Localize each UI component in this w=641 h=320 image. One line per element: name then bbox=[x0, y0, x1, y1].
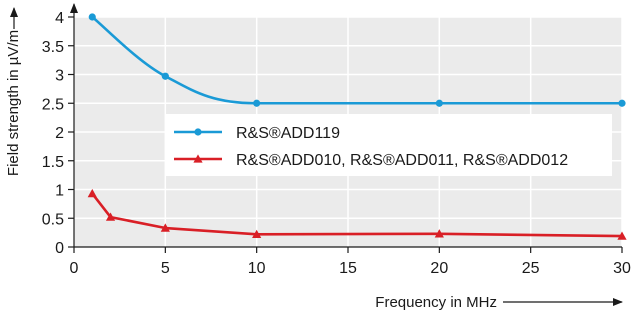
y-tick-label: 2.5 bbox=[42, 96, 64, 113]
y-tick-label: 3 bbox=[55, 68, 64, 85]
y-tick-label: 2 bbox=[55, 125, 64, 142]
data-point-series-2 bbox=[105, 212, 116, 221]
y-tick-label: 1.5 bbox=[42, 154, 64, 171]
x-tick-label: 25 bbox=[522, 260, 540, 277]
y-axis-label: Field strength in µV/m bbox=[5, 30, 22, 176]
y-tick-label: 0.5 bbox=[42, 211, 64, 228]
x-tick-label: 0 bbox=[70, 260, 79, 277]
data-point-series-2 bbox=[434, 229, 444, 238]
x-axis-label: Frequency in MHz bbox=[375, 294, 497, 311]
data-point-series-1 bbox=[253, 99, 261, 107]
x-tick-label: 30 bbox=[613, 260, 631, 277]
y-tick-label: 1 bbox=[55, 183, 64, 200]
series-line-1 bbox=[91, 15, 622, 105]
series-line-2 bbox=[91, 192, 623, 238]
legend: R&S®ADD119 R&S®ADD010, R&S®ADD011, R&S®AD… bbox=[166, 114, 612, 176]
data-point-series-2 bbox=[87, 188, 97, 198]
data-point-series-1 bbox=[435, 99, 443, 107]
legend-swatch-marker bbox=[193, 154, 203, 163]
data-point-series-1 bbox=[161, 72, 169, 80]
legend-label: R&S®ADD010, R&S®ADD011, R&S®ADD012 bbox=[236, 152, 568, 169]
data-point-series-2 bbox=[617, 231, 627, 240]
y-tick-label: 0 bbox=[55, 240, 64, 257]
legend-box bbox=[166, 114, 612, 176]
axes: 0 0.5 1 1.5 2 2.5 3 3.5 4 0 5 10 15 20 25 30 bbox=[10, 3, 631, 306]
legend-swatch-marker bbox=[194, 128, 202, 136]
x-tick-label: 10 bbox=[248, 260, 266, 277]
data-point-series-1 bbox=[88, 13, 96, 21]
x-tick-label: 5 bbox=[161, 260, 170, 277]
data-point-series-1 bbox=[618, 99, 626, 107]
series-layer bbox=[87, 13, 627, 240]
legend-label: R&S®ADD119 bbox=[236, 125, 340, 142]
data-point-series-2 bbox=[252, 229, 262, 239]
data-point-series-2 bbox=[160, 223, 170, 232]
x-tick-label: 20 bbox=[430, 260, 448, 277]
y-tick-label: 4 bbox=[55, 10, 64, 27]
y-tick-label: 3.5 bbox=[42, 39, 64, 56]
x-tick-label: 15 bbox=[339, 260, 357, 277]
